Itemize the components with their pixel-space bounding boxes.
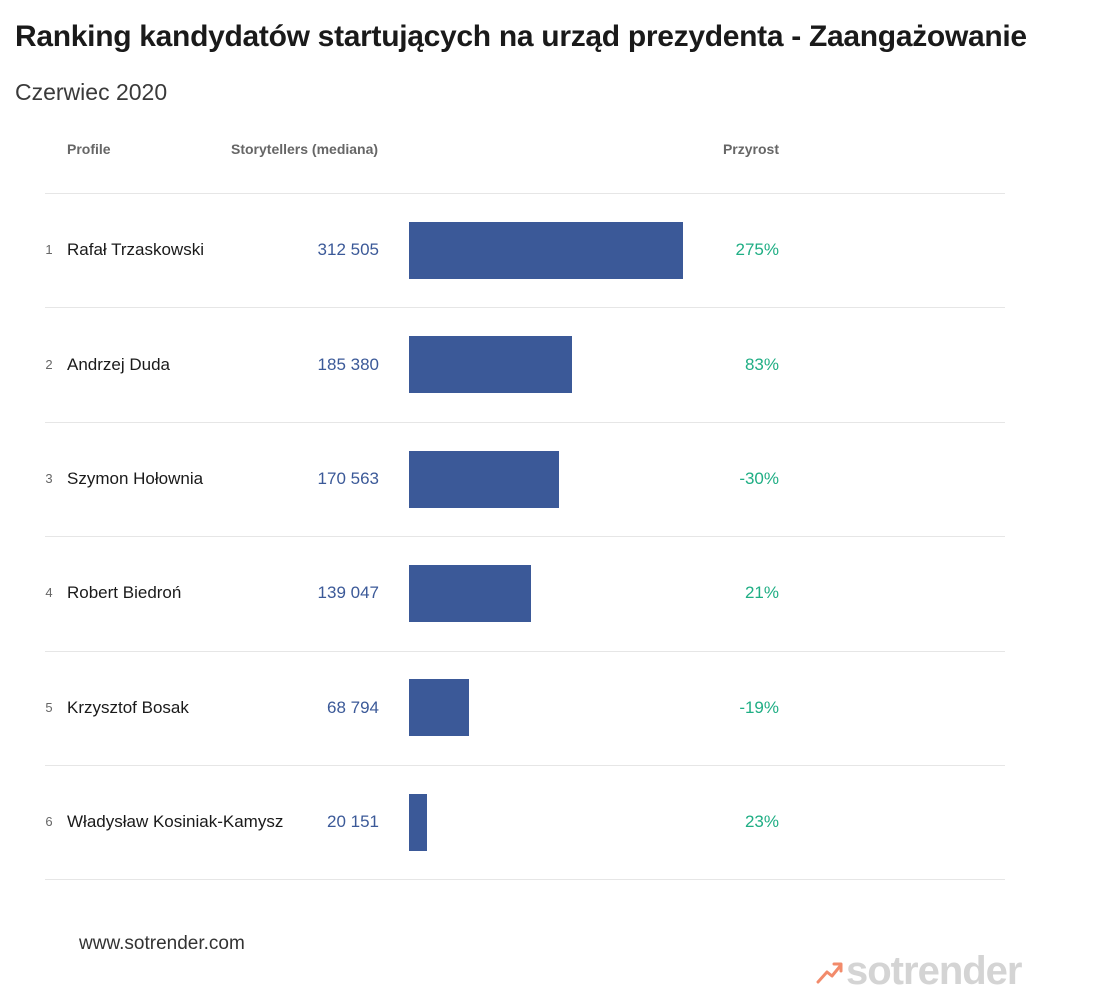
- trend-arrow-icon: [816, 962, 843, 984]
- storytellers-value: 170 563: [317, 469, 379, 488]
- storytellers-value: 139 047: [317, 583, 379, 603]
- rank-number: 1: [45, 242, 53, 258]
- growth-value: 23%: [744, 812, 779, 832]
- storytellers-value: 68 794: [327, 697, 379, 717]
- rank-number: 4: [45, 585, 53, 601]
- column-header-storytellers: Storytellers (mediana): [231, 141, 379, 157]
- storytellers-value: 20 151: [327, 812, 379, 832]
- value-bar: [409, 450, 559, 508]
- value-bar: [409, 793, 427, 851]
- logo-text: sotrender: [846, 948, 1022, 993]
- storytellers-value: 312 505: [317, 240, 379, 260]
- row-divider: [45, 650, 1005, 652]
- row-divider: [45, 536, 1005, 538]
- row-divider: [45, 307, 1005, 309]
- rank-number: 5: [45, 699, 53, 715]
- candidate-name: Rafał Trzaskowski: [67, 240, 204, 260]
- sotrender-logo: sotrender: [816, 948, 1022, 994]
- column-header-profile: Profile: [67, 141, 111, 157]
- row-divider: [45, 879, 1005, 881]
- column-header-growth: Przyrost: [722, 141, 779, 157]
- chart-subtitle: Czerwiec 2020: [15, 79, 168, 105]
- rank-number: 2: [45, 356, 53, 372]
- website-link[interactable]: www.sotrender.com: [79, 933, 245, 954]
- row-divider: [45, 193, 1005, 194]
- growth-value: -30%: [739, 469, 779, 488]
- growth-value: -19%: [739, 697, 779, 717]
- storytellers-value: 185 380: [317, 354, 379, 374]
- candidate-name: Krzysztof Bosak: [67, 697, 189, 717]
- chart-title: Ranking kandydatów startujących na urząd…: [15, 20, 1027, 53]
- growth-value: 275%: [735, 240, 779, 260]
- rank-number: 3: [45, 471, 53, 486]
- value-bar: [409, 679, 470, 737]
- candidate-name: Andrzej Duda: [67, 354, 171, 374]
- value-bar: [409, 336, 572, 394]
- row-divider: [45, 421, 1005, 423]
- growth-value: 21%: [744, 583, 779, 603]
- value-bar: [409, 564, 531, 622]
- rank-number: 6: [45, 814, 53, 830]
- value-bar: [409, 221, 683, 279]
- candidate-name: Władysław Kosiniak-Kamysz: [67, 812, 284, 832]
- candidate-name: Robert Biedroń: [67, 583, 182, 603]
- growth-value: 83%: [744, 354, 779, 374]
- row-divider: [45, 765, 1005, 766]
- candidate-name: Szymon Hołownia: [67, 469, 204, 488]
